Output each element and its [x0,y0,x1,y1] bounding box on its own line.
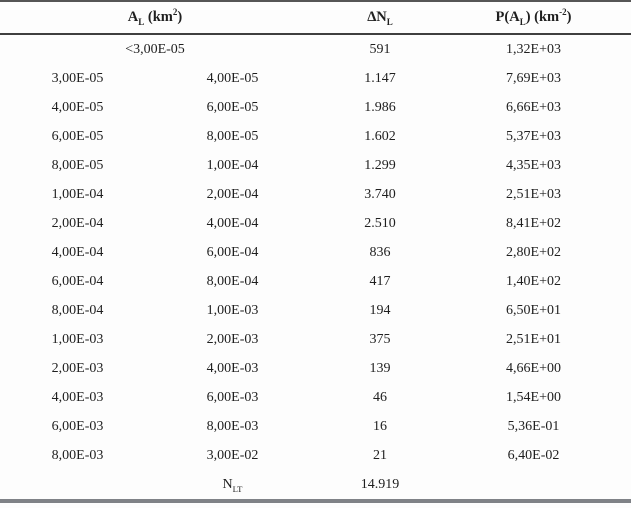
header-area-main: A [127,9,139,25]
cell-dn: 836 [369,244,391,260]
cell-area-hi: 6,00E-05 [206,99,259,115]
cell-area-lo: 6,00E-04 [51,273,104,289]
total-label-main: N [222,476,233,492]
cell-dn: 46 [373,389,387,405]
cell-area-lo: 1,00E-04 [51,186,104,202]
table-row: 4,00E-03 6,00E-03 46 1,54E+00 [0,383,631,412]
cell-dn: 1.986 [364,99,396,115]
cell-area-hi: 1,00E-03 [206,302,259,318]
cell-area-lo: 4,00E-04 [51,244,104,260]
cell-p: 2,80E+02 [506,244,561,260]
cell-area-hi: 8,00E-03 [206,418,259,434]
cell-p: 8,41E+02 [506,215,561,231]
table-row: 1,00E-04 2,00E-04 3.740 2,51E+03 [0,180,631,209]
cell-area-lo: 4,00E-03 [51,389,104,405]
cell-p: 4,66E+00 [506,360,561,376]
header-row: AL (km2) ΔNL P(AL) (km-2) [0,1,631,35]
header-area-unit-open: (km [144,9,173,25]
cell-dn: 1.602 [364,128,396,144]
cell-area-lo: 6,00E-03 [51,418,104,434]
cell-p: 6,40E-02 [507,447,560,463]
table-row: 2,00E-04 4,00E-04 2.510 8,41E+02 [0,209,631,238]
cell-p: 1,32E+03 [506,41,561,57]
cell-p: 4,35E+03 [506,157,561,173]
cell-dn: 139 [369,360,391,376]
cell-total-value: 14.919 [360,476,400,492]
cell-p: 5,37E+03 [506,128,561,144]
header-delta-n-main: ΔN [367,9,387,25]
cell-dn: 16 [373,418,387,434]
cell-dn: 194 [369,302,391,318]
total-label-subscript: LT [232,483,243,494]
cell-area-hi: 2,00E-03 [206,331,259,347]
header-probability-close: ) [566,9,572,25]
cell-p: 6,50E+01 [506,302,561,318]
cell-dn: 2.510 [364,215,396,231]
cell-p: 1,40E+02 [506,273,561,289]
cell-area-hi: 8,00E-04 [206,273,259,289]
header-area-al: AL (km2) [0,1,310,35]
table-row-total: NLT 14.919 [0,470,631,501]
cell-area-hi: 8,00E-05 [206,128,259,144]
cell-p: 5,36E-01 [507,418,560,434]
table-row: 6,00E-03 8,00E-03 16 5,36E-01 [0,412,631,441]
header-area-unit-superscript: 2 [172,7,178,18]
cell-p: 6,66E+03 [506,99,561,115]
header-probability-main: P(A [495,9,520,25]
cell-empty [0,470,155,501]
cell-area-hi: 1,00E-04 [206,157,259,173]
cell-dn: 1.299 [364,157,396,173]
cell-dn: 3.740 [364,186,396,202]
cell-area-hi: 4,00E-04 [206,215,259,231]
cell-p: 1,54E+00 [506,389,561,405]
cell-dn: 1.147 [364,70,396,86]
header-probability-superscript: -2 [559,7,567,18]
table-row: 2,00E-03 4,00E-03 139 4,66E+00 [0,354,631,383]
cell-area-hi: 2,00E-04 [206,186,259,202]
header-delta-n-subscript: L [386,16,393,27]
table-row: 8,00E-04 1,00E-03 194 6,50E+01 [0,296,631,325]
cell-area-lo: 2,00E-03 [51,360,104,376]
cell-dn: 375 [369,331,391,347]
table-row: 3,00E-05 4,00E-05 1.147 7,69E+03 [0,64,631,93]
cell-area-hi: 6,00E-03 [206,389,259,405]
header-delta-n: ΔNL [310,1,450,35]
table-row: 1,00E-03 2,00E-03 375 2,51E+01 [0,325,631,354]
table-row: 4,00E-05 6,00E-05 1.986 6,66E+03 [0,93,631,122]
cell-area-hi: 3,00E-02 [206,447,259,463]
cell-area-lo: 6,00E-05 [51,128,104,144]
cell-dn: 591 [369,41,391,57]
table-row-first: <3,00E-05 591 1,32E+03 [0,34,631,64]
cell-area-lo: 8,00E-05 [51,157,104,173]
table-row: 8,00E-03 3,00E-02 21 6,40E-02 [0,441,631,470]
header-probability-subscript: L [519,16,526,27]
cell-dn: 417 [369,273,391,289]
cell-area-hi: 4,00E-03 [206,360,259,376]
cell-area-lo: 8,00E-03 [51,447,104,463]
cell-dn: 21 [373,447,387,463]
cell-area-lo: 4,00E-05 [51,99,104,115]
header-probability: P(AL) (km-2) [450,1,631,35]
table-row: 6,00E-04 8,00E-04 417 1,40E+02 [0,267,631,296]
cell-area-lo: 1,00E-03 [51,331,104,347]
header-probability-mid: ) (km [525,9,560,25]
cell-area-lo: 2,00E-04 [51,215,104,231]
cell-empty [450,470,631,501]
cell-total-label: NLT [155,470,310,501]
header-area-unit-close: ) [177,9,183,25]
cell-area-lo: 8,00E-04 [51,302,104,318]
cell-area-range: <3,00E-05 [125,41,185,57]
cell-p: 2,51E+01 [506,331,561,347]
cell-p: 2,51E+03 [506,186,561,202]
cell-area-hi: 4,00E-05 [206,70,259,86]
cell-p: 7,69E+03 [506,70,561,86]
table-row: 8,00E-05 1,00E-04 1.299 4,35E+03 [0,151,631,180]
cell-area-lo: 3,00E-05 [51,70,104,86]
table-row: 4,00E-04 6,00E-04 836 2,80E+02 [0,238,631,267]
cell-area-hi: 6,00E-04 [206,244,259,260]
header-area-subscript: L [138,16,145,27]
table-row: 6,00E-05 8,00E-05 1.602 5,37E+03 [0,122,631,151]
